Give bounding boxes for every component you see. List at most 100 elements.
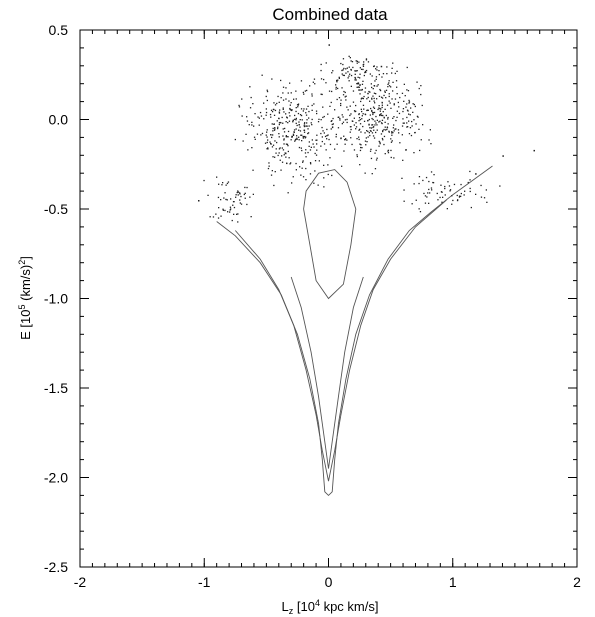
scatter-point	[276, 141, 278, 144]
scatter-point	[272, 156, 274, 158]
scatter-point	[275, 148, 277, 150]
scatter-point	[395, 128, 397, 130]
scatter-point	[347, 109, 349, 111]
scatter-point	[343, 67, 345, 70]
scatter-point	[305, 149, 307, 151]
scatter-point	[406, 109, 409, 111]
x-axis: -2 -1 0 1 2	[74, 30, 581, 590]
scatter-point	[376, 98, 378, 100]
scatter-point	[322, 106, 324, 108]
scatter-point	[266, 131, 268, 133]
scatter-point	[198, 200, 200, 202]
scatter-point	[337, 87, 339, 90]
scatter-point	[376, 66, 378, 68]
scatter-point	[295, 117, 297, 120]
scatter-point	[344, 119, 347, 121]
scatter-point	[408, 99, 410, 102]
scatter-point	[330, 128, 332, 130]
scatter-point	[393, 116, 395, 118]
scatter-point	[237, 194, 239, 196]
scatter-point	[343, 90, 345, 93]
scatter-point	[388, 85, 391, 87]
scatter-point	[282, 99, 285, 101]
scatter-point	[372, 118, 374, 121]
scatter-point	[311, 104, 313, 107]
scatter-point	[350, 74, 353, 77]
scatter-point	[395, 119, 397, 122]
scatter-point	[347, 77, 349, 79]
scatter-point	[350, 85, 352, 87]
scatter-point	[272, 127, 274, 130]
scatter-point	[334, 148, 336, 150]
scatter-point	[261, 132, 264, 135]
scatter-point	[272, 134, 274, 136]
scatter-point	[266, 90, 269, 93]
scatter-point	[279, 121, 281, 124]
scatter-point	[396, 116, 398, 118]
scatter-point	[296, 124, 298, 127]
scatter-point	[371, 75, 373, 77]
scatter-point	[350, 113, 352, 115]
scatter-point	[320, 132, 322, 135]
scatter-point	[406, 122, 408, 124]
scatter-point	[411, 203, 413, 205]
scatter-point	[430, 171, 433, 173]
scatter-point	[375, 76, 378, 78]
scatter-point	[359, 67, 361, 69]
scatter-point	[420, 139, 422, 141]
scatter-point	[444, 194, 446, 196]
scatter-point	[281, 161, 284, 163]
scatter-point	[293, 129, 296, 131]
scatter-point	[247, 149, 249, 151]
scatter-point	[308, 117, 310, 119]
scatter-point	[368, 118, 370, 121]
scatter-point	[342, 58, 345, 60]
scatter-point	[362, 113, 364, 115]
scatter-point	[354, 76, 356, 79]
scatter-point	[378, 107, 380, 109]
scatter-point	[320, 145, 322, 147]
scatter-point	[300, 114, 303, 117]
scatter-point	[234, 138, 236, 141]
scatter-point	[392, 81, 394, 83]
scatter-point	[224, 192, 226, 194]
scatter-point	[230, 198, 232, 200]
scatter-point	[274, 140, 276, 142]
scatter-point	[313, 146, 315, 148]
scatter-point	[285, 113, 287, 115]
scatter-point	[356, 154, 358, 156]
scatter-point	[311, 139, 313, 141]
scatter-point	[278, 152, 280, 154]
scatter-point	[363, 120, 366, 122]
scatter-point	[440, 191, 443, 193]
scatter-point	[387, 150, 389, 152]
scatter-point	[444, 187, 446, 190]
scatter-point	[227, 181, 230, 183]
scatter-point	[303, 123, 306, 125]
y-axis-label: E [105 (km/s)2]	[17, 256, 33, 340]
scatter-point	[230, 208, 232, 210]
scatter-point	[350, 128, 352, 131]
scatter-point	[502, 155, 504, 157]
scatter-point	[384, 153, 386, 155]
scatter-point	[301, 167, 303, 169]
scatter-point	[378, 70, 380, 72]
scatter-point	[278, 136, 280, 138]
scatter-point	[391, 98, 393, 100]
scatter-point	[406, 116, 408, 119]
scatter-point	[265, 114, 267, 116]
scatter-point	[289, 104, 291, 106]
scatter-point	[371, 97, 373, 99]
scatter-point	[391, 131, 393, 133]
scatter-point	[304, 135, 306, 138]
scatter-point	[458, 196, 461, 198]
scatter-point	[456, 194, 458, 197]
scatter-point	[419, 149, 421, 152]
scatter-point	[382, 114, 384, 117]
scatter-point	[310, 163, 312, 165]
scatter-point	[328, 138, 330, 141]
scatter-point	[379, 88, 381, 91]
scatter-point	[341, 87, 343, 89]
scatter-point	[379, 107, 381, 110]
scatter-point	[334, 109, 336, 111]
